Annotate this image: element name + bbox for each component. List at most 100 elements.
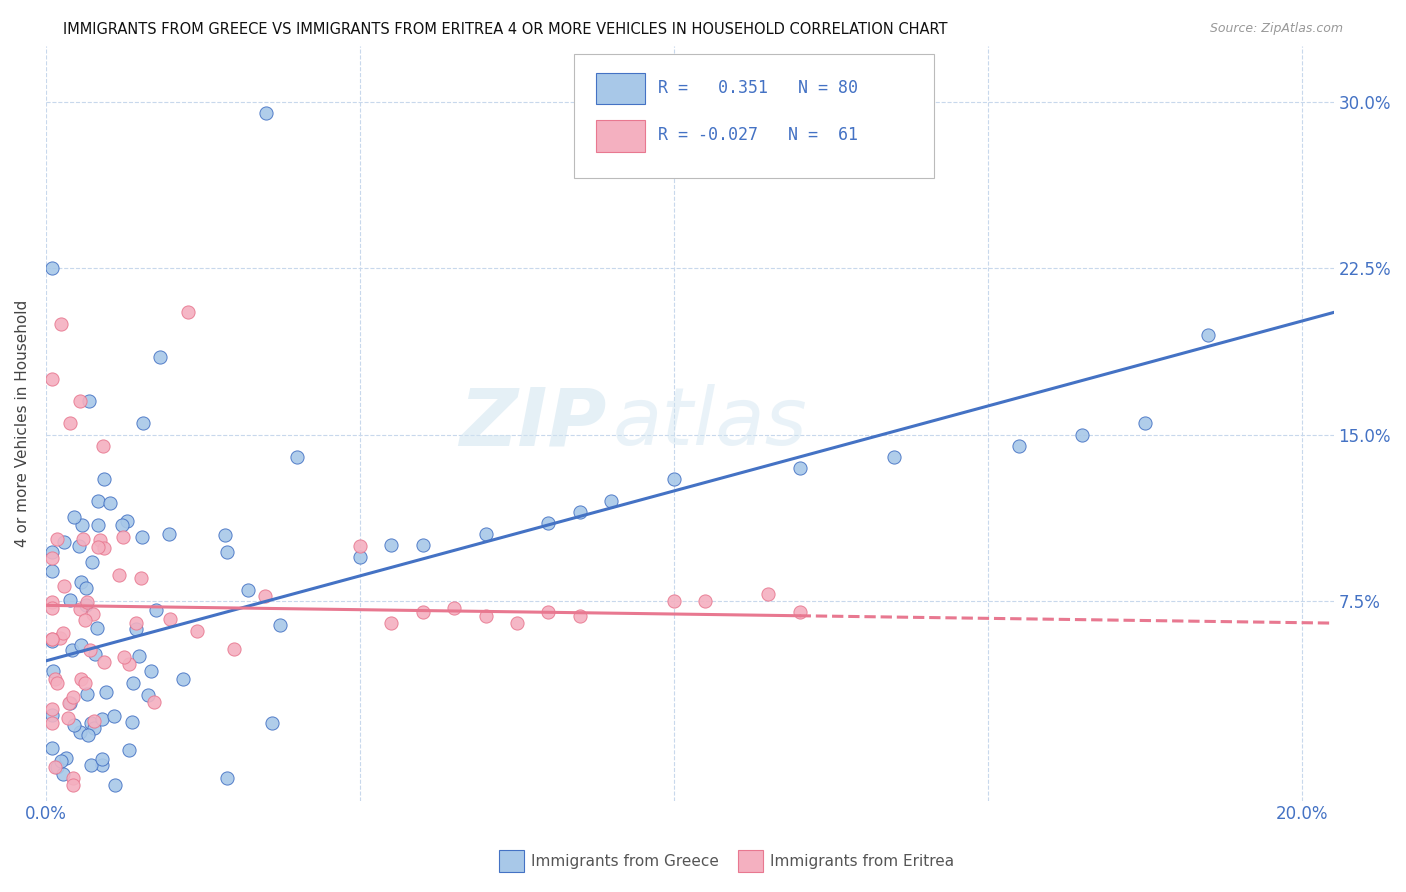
- Point: [136, 688, 159, 702]
- Point: [53, 535, 76, 549]
- Point: [142, 695, 165, 709]
- Point: [56, 711, 79, 725]
- Point: [474, 609, 496, 624]
- Point: [91, 712, 114, 726]
- Point: [60, 642, 83, 657]
- Point: [98, 496, 121, 510]
- Text: ZIP: ZIP: [458, 384, 606, 462]
- Point: [94, 685, 117, 699]
- Point: [59, 696, 82, 710]
- Point: [70, 518, 93, 533]
- Point: [756, 587, 779, 601]
- Point: [91, 439, 114, 453]
- Point: [568, 609, 591, 624]
- Point: [63, 509, 86, 524]
- Point: [1008, 439, 1031, 453]
- Text: R = -0.027   N =  61: R = -0.027 N = 61: [658, 127, 858, 145]
- Point: [41, 707, 63, 722]
- Point: [76, 728, 98, 742]
- Point: [108, 567, 131, 582]
- Point: [412, 605, 434, 619]
- Point: [215, 545, 238, 559]
- Point: [111, 517, 134, 532]
- Point: [45, 760, 67, 774]
- Point: [80, 715, 103, 730]
- Point: [537, 605, 560, 619]
- Point: [59, 417, 82, 431]
- Point: [62, 717, 84, 731]
- Point: [177, 305, 200, 319]
- Point: [45, 676, 67, 690]
- Point: [474, 527, 496, 541]
- Point: [260, 716, 283, 731]
- Point: [112, 650, 135, 665]
- Point: [41, 741, 63, 756]
- Point: [217, 772, 239, 786]
- Point: [62, 778, 84, 792]
- Point: [93, 656, 115, 670]
- Point: [89, 533, 111, 547]
- Point: [62, 690, 84, 705]
- Point: [73, 613, 96, 627]
- Point: [41, 601, 63, 615]
- Point: [131, 571, 153, 585]
- Point: [254, 105, 277, 120]
- Point: [70, 574, 93, 589]
- Point: [41, 261, 63, 276]
- Point: [662, 594, 685, 608]
- Point: [49, 631, 72, 645]
- Point: [121, 715, 143, 730]
- Point: [82, 555, 104, 569]
- Text: Immigrants from Greece: Immigrants from Greece: [531, 855, 720, 869]
- Point: [117, 657, 139, 671]
- Point: [80, 757, 103, 772]
- Point: [83, 721, 105, 735]
- Point: [41, 595, 63, 609]
- Point: [41, 715, 63, 730]
- Point: [883, 450, 905, 464]
- FancyBboxPatch shape: [574, 54, 935, 178]
- Point: [42, 665, 65, 679]
- Point: [789, 460, 811, 475]
- Point: [789, 605, 811, 619]
- Text: Immigrants from Eritrea: Immigrants from Eritrea: [770, 855, 955, 869]
- Point: [695, 594, 717, 608]
- Point: [52, 625, 75, 640]
- Point: [145, 603, 167, 617]
- Point: [76, 594, 98, 608]
- Point: [93, 541, 115, 555]
- Point: [49, 317, 72, 331]
- Point: [75, 581, 97, 595]
- Point: [52, 579, 75, 593]
- Text: IMMIGRANTS FROM GREECE VS IMMIGRANTS FROM ERITREA 4 OR MORE VEHICLES IN HOUSEHOL: IMMIGRANTS FROM GREECE VS IMMIGRANTS FRO…: [63, 22, 948, 37]
- Point: [58, 697, 80, 711]
- Point: [70, 672, 93, 686]
- Point: [662, 472, 685, 486]
- Point: [41, 701, 63, 715]
- Point: [62, 772, 84, 786]
- Point: [285, 450, 308, 464]
- Point: [90, 758, 112, 772]
- Point: [349, 549, 371, 564]
- Point: [149, 350, 172, 364]
- Text: R =   0.351   N = 80: R = 0.351 N = 80: [658, 78, 858, 96]
- Point: [76, 686, 98, 700]
- Point: [67, 539, 90, 553]
- Point: [87, 518, 110, 533]
- Point: [52, 767, 75, 781]
- Point: [103, 709, 125, 723]
- Point: [69, 602, 91, 616]
- Point: [159, 612, 181, 626]
- Point: [111, 530, 134, 544]
- Point: [1197, 327, 1219, 342]
- Point: [128, 648, 150, 663]
- Point: [443, 600, 465, 615]
- Point: [380, 616, 402, 631]
- Text: atlas: atlas: [613, 384, 807, 462]
- Point: [121, 676, 143, 690]
- Point: [41, 632, 63, 646]
- Point: [172, 672, 194, 686]
- Point: [412, 538, 434, 552]
- Point: [41, 564, 63, 578]
- Point: [214, 528, 236, 542]
